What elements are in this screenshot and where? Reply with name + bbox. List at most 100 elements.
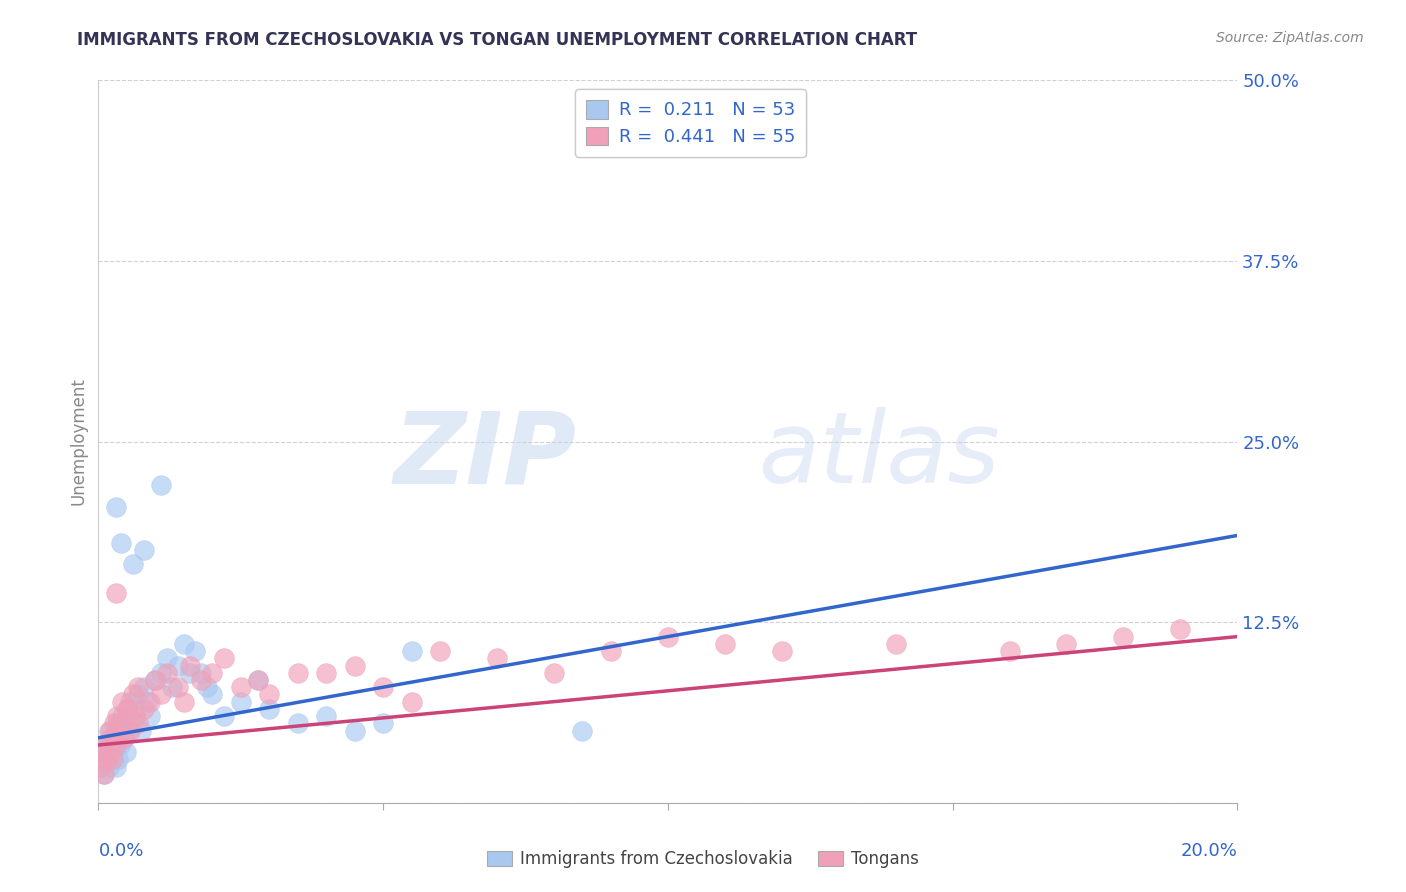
- Point: [110, 723, 132, 738]
- Text: IMMIGRANTS FROM CZECHOSLOVAKIA VS TONGAN UNEMPLOYMENT CORRELATION CHART: IMMIGRANTS FROM CZECHOSLOVAKIA VS TONGAN…: [77, 31, 918, 49]
- Point: [105, 716, 128, 731]
- Point: [259, 687, 281, 701]
- Point: [150, 478, 173, 492]
- Point: [108, 738, 131, 752]
- Point: [229, 695, 252, 709]
- Point: [138, 709, 160, 723]
- Point: [101, 752, 124, 766]
- Point: [121, 716, 143, 731]
- Legend: Immigrants from Czechoslovakia, Tongans: Immigrants from Czechoslovakia, Tongans: [481, 844, 925, 875]
- Point: [401, 695, 423, 709]
- Point: [343, 658, 366, 673]
- Point: [150, 665, 173, 680]
- Point: [315, 665, 337, 680]
- Point: [96, 752, 118, 766]
- Point: [94, 738, 117, 752]
- Point: [184, 644, 207, 658]
- Point: [201, 665, 224, 680]
- Point: [287, 716, 309, 731]
- Point: [884, 637, 907, 651]
- Point: [112, 731, 135, 745]
- Point: [107, 752, 129, 766]
- Point: [212, 651, 235, 665]
- Point: [229, 680, 252, 694]
- Point: [173, 637, 195, 651]
- Point: [115, 709, 138, 723]
- Point: [315, 709, 337, 723]
- Point: [117, 723, 139, 738]
- Point: [104, 738, 127, 752]
- Point: [770, 644, 793, 658]
- Point: [145, 673, 167, 687]
- Point: [115, 702, 138, 716]
- Point: [97, 723, 120, 738]
- Point: [132, 702, 155, 716]
- Point: [343, 723, 366, 738]
- Legend: R =  0.211   N = 53, R =  0.441   N = 55: R = 0.211 N = 53, R = 0.441 N = 55: [575, 89, 806, 157]
- Point: [162, 680, 184, 694]
- Point: [212, 709, 235, 723]
- Point: [127, 716, 149, 731]
- Point: [110, 716, 132, 731]
- Point: [115, 702, 138, 716]
- Point: [110, 535, 132, 549]
- Point: [91, 745, 114, 759]
- Point: [201, 687, 224, 701]
- Point: [114, 745, 136, 759]
- Text: Source: ZipAtlas.com: Source: ZipAtlas.com: [1216, 31, 1364, 45]
- Point: [190, 665, 212, 680]
- Point: [103, 731, 125, 745]
- Point: [714, 637, 737, 651]
- Point: [1056, 637, 1078, 651]
- Point: [429, 644, 451, 658]
- Point: [401, 644, 423, 658]
- Point: [173, 695, 195, 709]
- Point: [124, 709, 146, 723]
- Text: 0.0%: 0.0%: [98, 842, 143, 860]
- Point: [167, 658, 190, 673]
- Point: [135, 695, 157, 709]
- Text: 20.0%: 20.0%: [1181, 842, 1237, 860]
- Point: [104, 586, 127, 600]
- Text: ZIP: ZIP: [394, 408, 576, 505]
- Point: [600, 644, 623, 658]
- Point: [145, 673, 167, 687]
- Point: [118, 723, 141, 738]
- Point: [129, 723, 152, 738]
- Point: [104, 760, 127, 774]
- Point: [127, 687, 149, 701]
- Point: [105, 709, 128, 723]
- Point: [1170, 623, 1192, 637]
- Point: [179, 665, 201, 680]
- Point: [111, 709, 134, 723]
- Point: [138, 695, 160, 709]
- Point: [156, 651, 179, 665]
- Point: [371, 680, 394, 694]
- Point: [118, 695, 141, 709]
- Point: [107, 723, 129, 738]
- Point: [190, 673, 212, 687]
- Point: [1112, 630, 1135, 644]
- Point: [121, 558, 143, 572]
- Point: [543, 665, 565, 680]
- Point: [112, 731, 135, 745]
- Point: [167, 680, 190, 694]
- Point: [259, 702, 281, 716]
- Point: [121, 687, 143, 701]
- Point: [156, 665, 179, 680]
- Point: [127, 680, 149, 694]
- Point: [246, 673, 269, 687]
- Point: [97, 760, 120, 774]
- Point: [98, 745, 121, 759]
- Point: [150, 687, 173, 701]
- Point: [90, 760, 112, 774]
- Point: [90, 745, 112, 759]
- Point: [132, 680, 155, 694]
- Point: [179, 658, 201, 673]
- Point: [101, 745, 124, 759]
- Point: [571, 723, 593, 738]
- Point: [195, 680, 218, 694]
- Point: [93, 767, 115, 781]
- Point: [93, 767, 115, 781]
- Point: [657, 630, 679, 644]
